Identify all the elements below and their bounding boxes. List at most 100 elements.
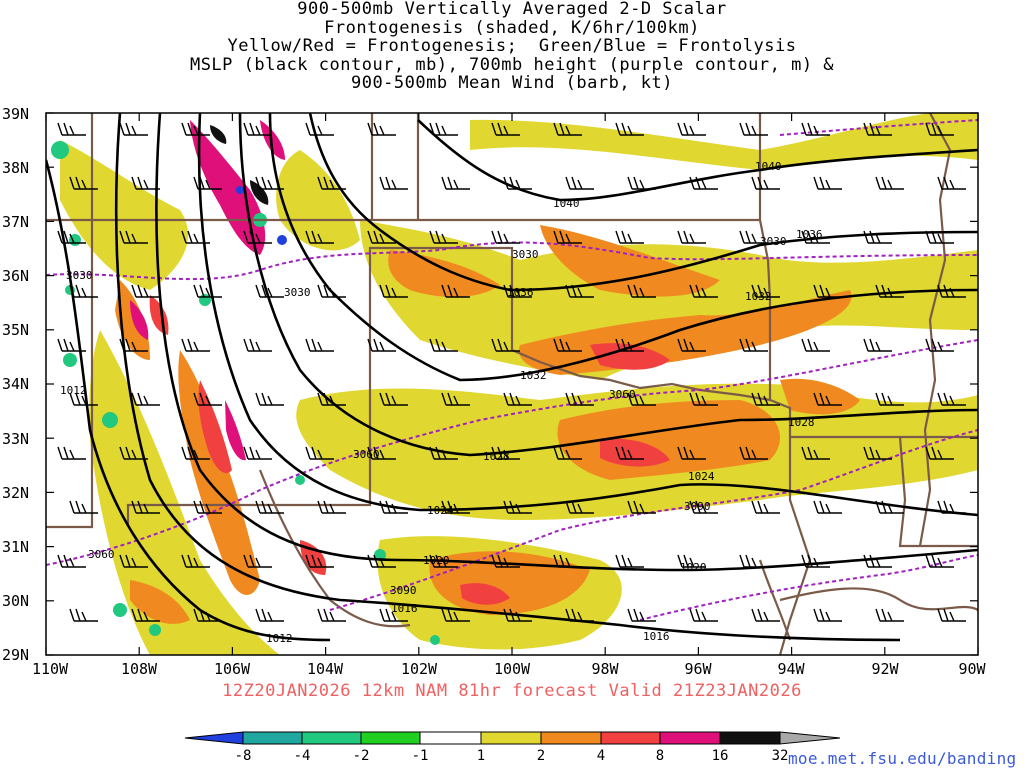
wind-barb <box>937 500 966 514</box>
wind-barb <box>379 176 408 190</box>
wind-barb <box>627 500 656 514</box>
wind-barb <box>243 230 272 244</box>
height-3060 <box>46 339 978 566</box>
height-label: 3060 <box>88 548 115 561</box>
wind-barb <box>255 284 284 298</box>
mslp-label: 1016 <box>391 602 418 615</box>
shade-green <box>51 141 440 645</box>
wind-barb <box>379 392 408 406</box>
wind-barb <box>627 608 656 622</box>
wind-barb <box>739 446 768 460</box>
lon-labels: 110W 108W 106W 104W 102W 100W 98W 96W 94… <box>32 660 987 678</box>
wind-barb <box>119 446 148 460</box>
mslp-label: 1012 <box>60 384 87 397</box>
wind-barb <box>751 500 780 514</box>
wind-barb <box>193 392 222 406</box>
wind-barb <box>131 500 160 514</box>
wind-barb <box>119 554 148 568</box>
wind-barb <box>801 338 830 352</box>
lat-label: 31N <box>2 538 29 556</box>
wind-barb <box>429 338 458 352</box>
wind-barb <box>441 284 470 298</box>
mslp-label: 1028 <box>788 416 815 429</box>
wind-barb <box>615 446 644 460</box>
lon-label: 100W <box>494 660 531 678</box>
wind-barb <box>119 230 148 244</box>
wind-barb <box>367 446 396 460</box>
wind-barb <box>193 608 222 622</box>
lat-label: 38N <box>2 159 29 177</box>
mslp-1036 <box>308 113 978 292</box>
colorbar-bin <box>540 731 602 745</box>
wind-barb <box>615 338 644 352</box>
shade-black <box>210 125 269 205</box>
colorbar-label: -4 <box>294 748 311 764</box>
political-borders <box>46 113 978 655</box>
mslp-label: 1024 <box>688 470 715 483</box>
mslp-label: 1032 <box>745 290 772 303</box>
axis-ticks <box>45 112 979 656</box>
frontogenesis-shading <box>51 113 978 655</box>
wind-barb <box>627 284 656 298</box>
lon-label: 110W <box>32 660 69 678</box>
wind-barb <box>367 122 396 136</box>
lat-label: 32N <box>2 484 29 502</box>
wind-barb <box>181 554 210 568</box>
wind-barb <box>503 608 532 622</box>
mslp-label: 1024 <box>427 504 454 517</box>
wind-barb <box>69 392 98 406</box>
wind-barb <box>689 608 718 622</box>
wind-barb <box>813 284 842 298</box>
lon-label: 96W <box>684 660 712 678</box>
wind-barb <box>875 176 904 190</box>
wind-barb <box>305 338 334 352</box>
wind-barb <box>491 230 520 244</box>
height-label: 3060 <box>353 448 380 461</box>
wind-barb <box>69 176 98 190</box>
wind-barb <box>317 608 346 622</box>
wind-barb <box>937 176 966 190</box>
lat-label: 37N <box>2 213 29 231</box>
title-line-3: Yellow/Red = Frontogenesis; Green/Blue =… <box>227 36 797 56</box>
mslp-1024 <box>197 113 978 517</box>
lon-label: 90W <box>958 660 986 678</box>
title-line-4: MSLP (black contour, mb), 700mb height (… <box>189 54 835 75</box>
wind-barb <box>255 608 284 622</box>
wind-barb <box>875 500 904 514</box>
plot-title: 900-500mb Vertically Averaged 2-D Scalar… <box>0 0 1024 93</box>
wind-barb <box>739 554 768 568</box>
colorbar-label: -2 <box>353 748 370 764</box>
mslp-label: 1016 <box>643 630 670 643</box>
wind-barb <box>689 500 718 514</box>
wind-barb <box>131 392 160 406</box>
wind-barb <box>57 338 86 352</box>
height-label: 3030 <box>66 269 93 282</box>
wind-barb <box>615 122 644 136</box>
border-gulf-coast <box>779 587 978 611</box>
wind-barb <box>677 230 706 244</box>
wind-barb <box>379 500 408 514</box>
wind-barb <box>181 230 210 244</box>
wind-barb <box>553 554 582 568</box>
wind-barb <box>813 608 842 622</box>
lat-label: 34N <box>2 375 29 393</box>
mslp-label: 1032 <box>520 369 547 382</box>
wind-barb <box>503 392 532 406</box>
wind-barb <box>863 446 892 460</box>
wind-barb <box>243 554 272 568</box>
lon-label: 98W <box>591 660 619 678</box>
colorbar-label: 8 <box>656 748 664 764</box>
colorbar-label: 4 <box>597 748 605 764</box>
wind-barb <box>627 392 656 406</box>
wind-barb <box>615 230 644 244</box>
lon-label: 108W <box>121 660 158 678</box>
wind-barb <box>751 176 780 190</box>
wind-barb <box>255 176 284 190</box>
height-3120 <box>639 554 978 621</box>
wind-barb <box>69 608 98 622</box>
wind-barb <box>925 122 954 136</box>
lat-labels: 39N 38N 37N 36N 35N 34N 33N 32N 31N 30N … <box>2 105 29 664</box>
wind-barb <box>565 284 594 298</box>
height-label: 3030 <box>284 286 311 299</box>
wind-barb <box>801 446 830 460</box>
